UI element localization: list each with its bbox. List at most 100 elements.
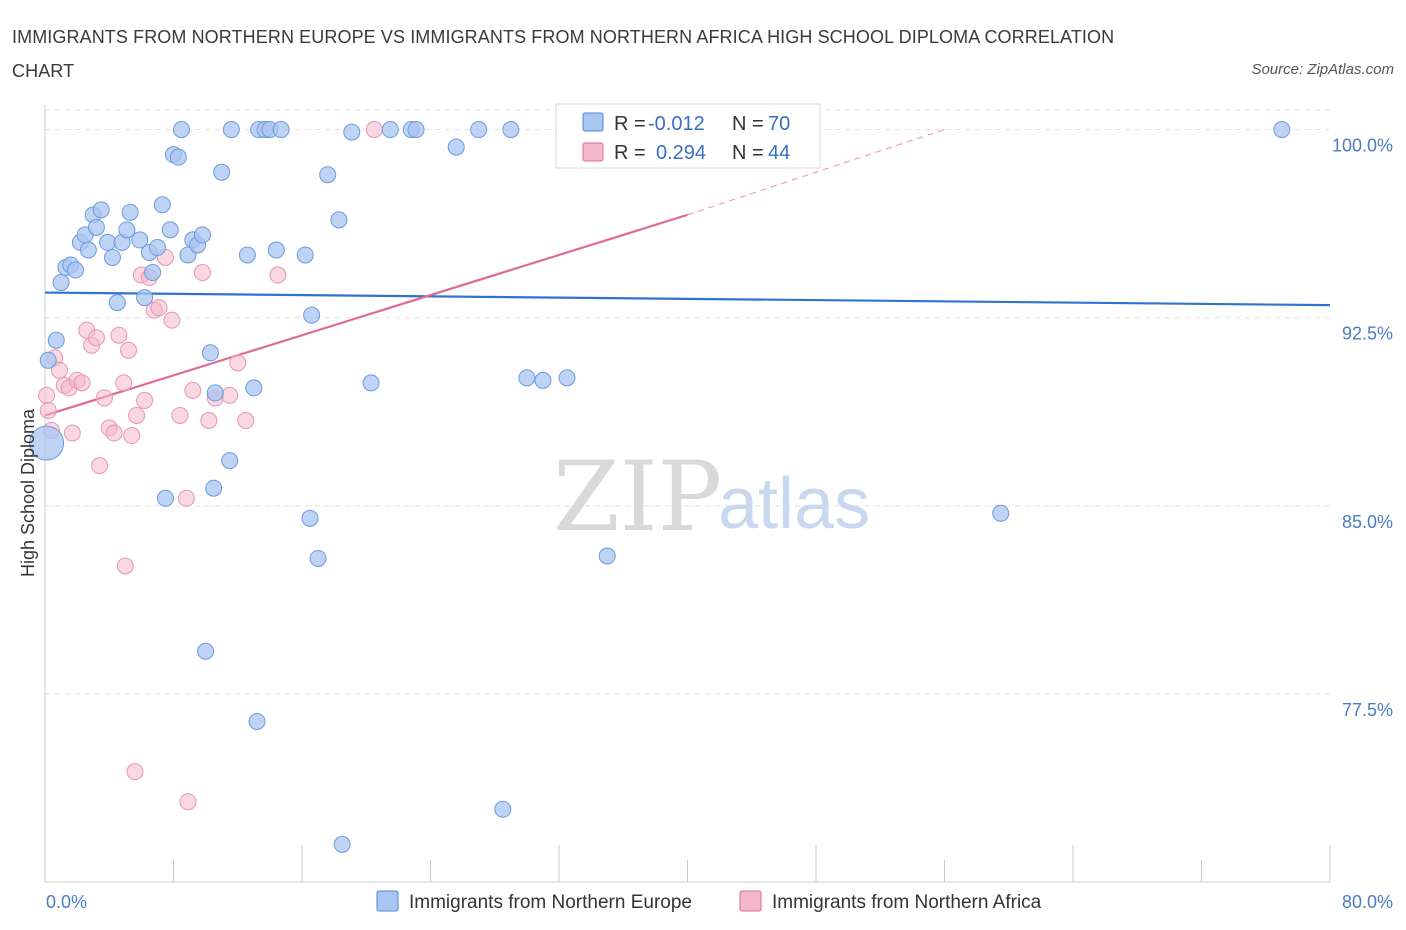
point-northern-europe (153, 196, 171, 214)
point-northern-europe (333, 835, 351, 853)
point-northern-europe (362, 374, 380, 392)
point-northern-africa (39, 401, 57, 419)
point-northern-europe (238, 246, 256, 264)
point-northern-europe (144, 264, 162, 282)
point-northern-europe (108, 294, 126, 312)
point-northern-europe (309, 549, 327, 567)
axes (44, 105, 1331, 883)
point-northern-europe (502, 121, 520, 139)
point-northern-europe (205, 479, 223, 497)
bottom-legend-swatch-pink (739, 890, 762, 912)
point-northern-africa (91, 457, 109, 475)
point-northern-africa (95, 389, 113, 407)
chart-title: IMMIGRANTS FROM NORTHERN EUROPE VS IMMIG… (12, 27, 1115, 81)
point-northern-europe (92, 201, 110, 219)
point-northern-europe (330, 211, 348, 229)
point-northern-europe (39, 351, 57, 369)
point-northern-africa (136, 391, 154, 409)
bottom-legend-swatch-blue (376, 890, 399, 912)
point-northern-europe (52, 274, 70, 292)
y-tick-label: 77.5% (1342, 700, 1393, 720)
source-label: Source: ZipAtlas.com (1251, 61, 1394, 78)
point-northern-europe (245, 379, 263, 397)
point-northern-africa (365, 121, 383, 139)
point-northern-europe (494, 800, 512, 818)
point-northern-europe (221, 452, 239, 470)
point-northern-europe (407, 121, 425, 139)
point-northern-africa (116, 557, 134, 575)
bottom-legend: Immigrants from Northern Europe Immigran… (376, 890, 1042, 913)
point-northern-europe (47, 331, 65, 349)
point-northern-europe (381, 121, 399, 139)
grid-lines (45, 109, 1330, 695)
point-northern-europe (248, 712, 266, 730)
point-northern-africa (87, 329, 105, 347)
y-tick-labels: 77.5% 85.0% 92.5% 100.0% (1332, 136, 1393, 720)
point-northern-europe (343, 123, 361, 141)
point-northern-africa (105, 424, 123, 442)
point-northern-europe (470, 121, 488, 139)
stat-r-label-1: R = (614, 113, 646, 135)
point-northern-europe (121, 203, 139, 221)
point-northern-europe (169, 148, 187, 166)
stat-n-value-1: 70 (768, 113, 790, 135)
stats-legend: R = -0.012 N = 70 R = 0.294 N = 44 (555, 103, 821, 169)
point-northern-europe (197, 642, 215, 660)
trend-lines (44, 128, 1331, 417)
point-northern-africa (200, 412, 218, 430)
stat-r-value-1: -0.012 (648, 113, 705, 135)
point-northern-africa (120, 341, 138, 359)
legend-swatch-blue (582, 112, 604, 132)
point-northern-europe (201, 344, 219, 362)
point-northern-europe (598, 547, 616, 565)
watermark-atlas: atlas (718, 464, 870, 544)
bottom-legend-label-africa: Immigrants from Northern Africa (772, 892, 1042, 913)
point-northern-europe (103, 248, 121, 266)
bottom-legend-label-europe: Immigrants from Northern Europe (409, 892, 692, 913)
point-northern-europe (319, 166, 337, 184)
point-northern-africa (229, 354, 247, 372)
point-northern-europe (29, 425, 65, 461)
trend-line-europe (44, 291, 1331, 307)
point-northern-africa (171, 406, 189, 424)
x-tick-label-min: 0.0% (46, 892, 87, 912)
point-northern-europe (1273, 121, 1291, 139)
point-northern-europe (518, 369, 536, 387)
point-northern-europe (267, 241, 285, 259)
point-northern-africa (50, 361, 68, 379)
point-northern-africa (110, 326, 128, 344)
y-tick-label: 100.0% (1332, 136, 1393, 156)
point-northern-africa (221, 386, 239, 404)
point-northern-africa (163, 311, 181, 329)
point-northern-africa (123, 427, 141, 445)
point-northern-europe (79, 241, 97, 259)
legend-swatch-pink (582, 142, 604, 162)
point-northern-europe (213, 163, 231, 181)
point-northern-africa (73, 374, 91, 392)
point-northern-africa (115, 374, 133, 392)
point-northern-europe (992, 504, 1010, 522)
point-northern-europe (272, 121, 290, 139)
x-tick-labels: 0.0% 80.0% (46, 892, 1393, 912)
stat-r-label-2: R = (614, 142, 646, 164)
point-northern-europe (161, 221, 179, 239)
point-northern-europe (222, 121, 240, 139)
watermark-zip: ZIP (553, 441, 722, 553)
point-northern-europe (301, 509, 319, 527)
y-tick-label: 85.0% (1342, 512, 1393, 532)
point-northern-africa (179, 793, 197, 811)
point-northern-africa (150, 299, 168, 317)
stat-n-value-2: 44 (768, 142, 790, 164)
point-northern-africa (38, 386, 56, 404)
point-northern-europe (534, 371, 552, 389)
point-northern-africa (237, 412, 255, 430)
trend-line-africa (44, 213, 688, 417)
point-northern-europe (173, 121, 191, 139)
series-northern-africa-points (38, 121, 664, 811)
y-tick-label: 92.5% (1342, 324, 1393, 344)
point-northern-africa (126, 763, 144, 781)
stat-r-value-2: 0.294 (656, 142, 706, 164)
point-northern-europe (193, 226, 211, 244)
point-northern-europe (136, 289, 154, 307)
point-northern-europe (99, 233, 117, 251)
